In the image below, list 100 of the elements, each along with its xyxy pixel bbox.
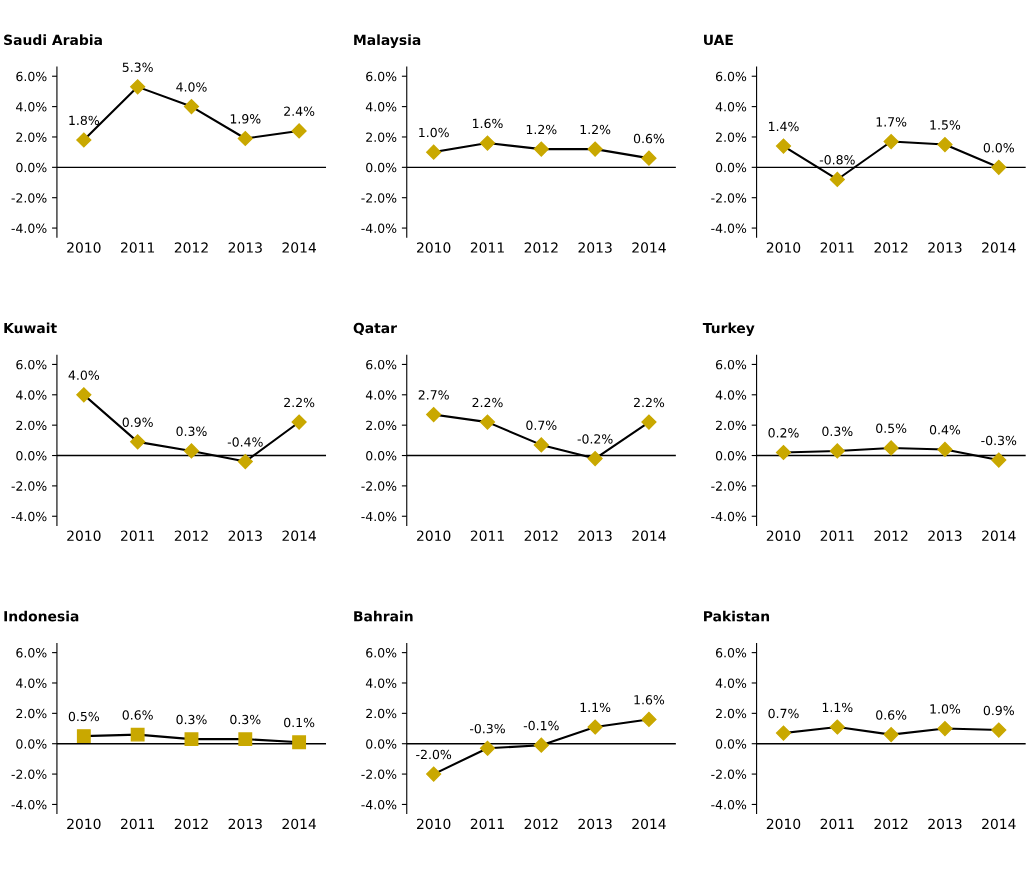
y-tick-label: -4.0% (11, 223, 47, 233)
data-label: -0.8% (819, 155, 855, 165)
y-tick-label: -2.0% (361, 481, 397, 491)
point (426, 144, 442, 160)
x-tick-label: 2010 (417, 242, 451, 253)
y-tick-label: 2.0% (366, 708, 397, 719)
y-tick-label: 6.0% (715, 71, 747, 82)
y-tick-label: 0.0% (715, 450, 747, 461)
y-tick-label: -2.0% (711, 769, 747, 780)
data-label: 1.8% (69, 115, 100, 126)
data-label: 0.5% (68, 711, 100, 722)
x-tick-label: 2012 (524, 242, 558, 253)
x-tick-label: 2012 (524, 530, 558, 541)
data-label: -0.3% (469, 723, 505, 734)
x-tick-label: 2014 (282, 530, 317, 541)
x-tick-label: 2011 (820, 242, 854, 253)
x-tick-label: 2013 (928, 818, 962, 830)
y-tick-label: 6.0% (16, 71, 47, 82)
y-tick-label: -4.0% (11, 799, 47, 810)
y-tick-label: 0.0% (715, 162, 747, 173)
point (641, 150, 657, 166)
point (238, 732, 253, 747)
y-tick-label: -4.0% (361, 223, 397, 233)
chart-title: Bahrain (354, 610, 413, 622)
data-label: 0.1% (284, 717, 315, 728)
point (991, 159, 1007, 175)
point (587, 141, 603, 157)
point (130, 434, 146, 450)
x-tick-label: 2013 (228, 818, 262, 830)
data-label: -0.4% (227, 437, 263, 447)
point (533, 437, 549, 453)
chart-title: Malaysia (354, 34, 421, 48)
y-tick-label: 0.0% (366, 162, 397, 173)
data-label: 0.6% (876, 710, 907, 720)
y-tick-label: -4.0% (711, 223, 747, 233)
y-tick-label: -4.0% (361, 799, 397, 810)
y-tick-label: 4.0% (715, 102, 747, 112)
y-tick-label: 0.0% (16, 739, 47, 749)
y-tick-label: -4.0% (361, 511, 397, 522)
x-tick-label: 2010 (67, 530, 101, 541)
point (291, 414, 307, 430)
point (641, 711, 657, 727)
data-label: 0.9% (983, 705, 1014, 716)
x-tick-label: 2010 (766, 530, 801, 541)
chart-title: Indonesia (4, 610, 79, 622)
y-tick-label: -2.0% (711, 193, 747, 203)
data-label: 1.6% (472, 118, 503, 129)
y-tick-label: -2.0% (11, 481, 47, 491)
x-tick-label: 2012 (874, 818, 908, 830)
point (237, 454, 253, 470)
y-tick-label: -4.0% (711, 511, 747, 522)
x-tick-label: 2013 (228, 530, 262, 541)
point (829, 171, 845, 188)
chart-title: Pakistan (704, 610, 770, 622)
data-label: 0.2% (768, 428, 799, 438)
data-label: 1.5% (930, 120, 961, 130)
y-tick-label: 2.0% (16, 708, 47, 719)
x-tick-label: 2012 (874, 530, 908, 541)
point (426, 766, 442, 782)
data-label: 0.7% (768, 708, 799, 719)
data-label: 5.3% (122, 62, 153, 72)
x-tick-label: 2012 (174, 242, 208, 253)
y-tick-label: 0.0% (16, 162, 47, 173)
x-tick-label: 2011 (820, 530, 854, 541)
y-tick-label: 6.0% (366, 648, 397, 658)
data-label: 2.2% (633, 397, 665, 408)
data-label: 0.3% (176, 426, 207, 437)
data-label: 1.4% (768, 121, 799, 132)
data-label: 4.0% (68, 370, 100, 380)
data-label: 0.3% (176, 714, 207, 725)
point (479, 740, 496, 756)
data-label: 2.7% (418, 390, 449, 400)
y-tick-label: 6.0% (16, 359, 47, 370)
data-label: 0.0% (983, 142, 1014, 153)
x-tick-label: 2011 (121, 530, 155, 541)
y-tick-label: 4.0% (16, 102, 47, 112)
y-tick-label: 2.0% (366, 420, 397, 431)
y-tick-label: 4.0% (365, 390, 397, 400)
x-tick-label: 2013 (578, 242, 612, 253)
point (991, 722, 1007, 738)
x-tick-label: 2013 (578, 818, 612, 830)
point (641, 414, 657, 430)
point (883, 727, 899, 743)
y-tick-label: 0.0% (715, 739, 747, 749)
y-tick-label: 6.0% (16, 648, 47, 658)
x-tick-label: 2010 (67, 242, 101, 253)
x-tick-label: 2011 (470, 818, 504, 830)
x-tick-label: 2010 (67, 818, 101, 830)
y-tick-label: 6.0% (366, 71, 397, 82)
point (829, 443, 845, 459)
x-tick-label: 2014 (632, 530, 666, 541)
y-tick-label: 0.0% (366, 450, 397, 461)
data-label: 1.9% (230, 114, 261, 124)
x-tick-label: 2012 (174, 818, 208, 830)
x-tick-label: 2012 (874, 242, 908, 253)
x-tick-label: 2012 (524, 818, 558, 830)
x-tick-label: 2013 (228, 242, 262, 253)
point (237, 130, 253, 147)
data-label: 2.4% (284, 106, 315, 116)
data-label: 1.1% (580, 702, 611, 713)
